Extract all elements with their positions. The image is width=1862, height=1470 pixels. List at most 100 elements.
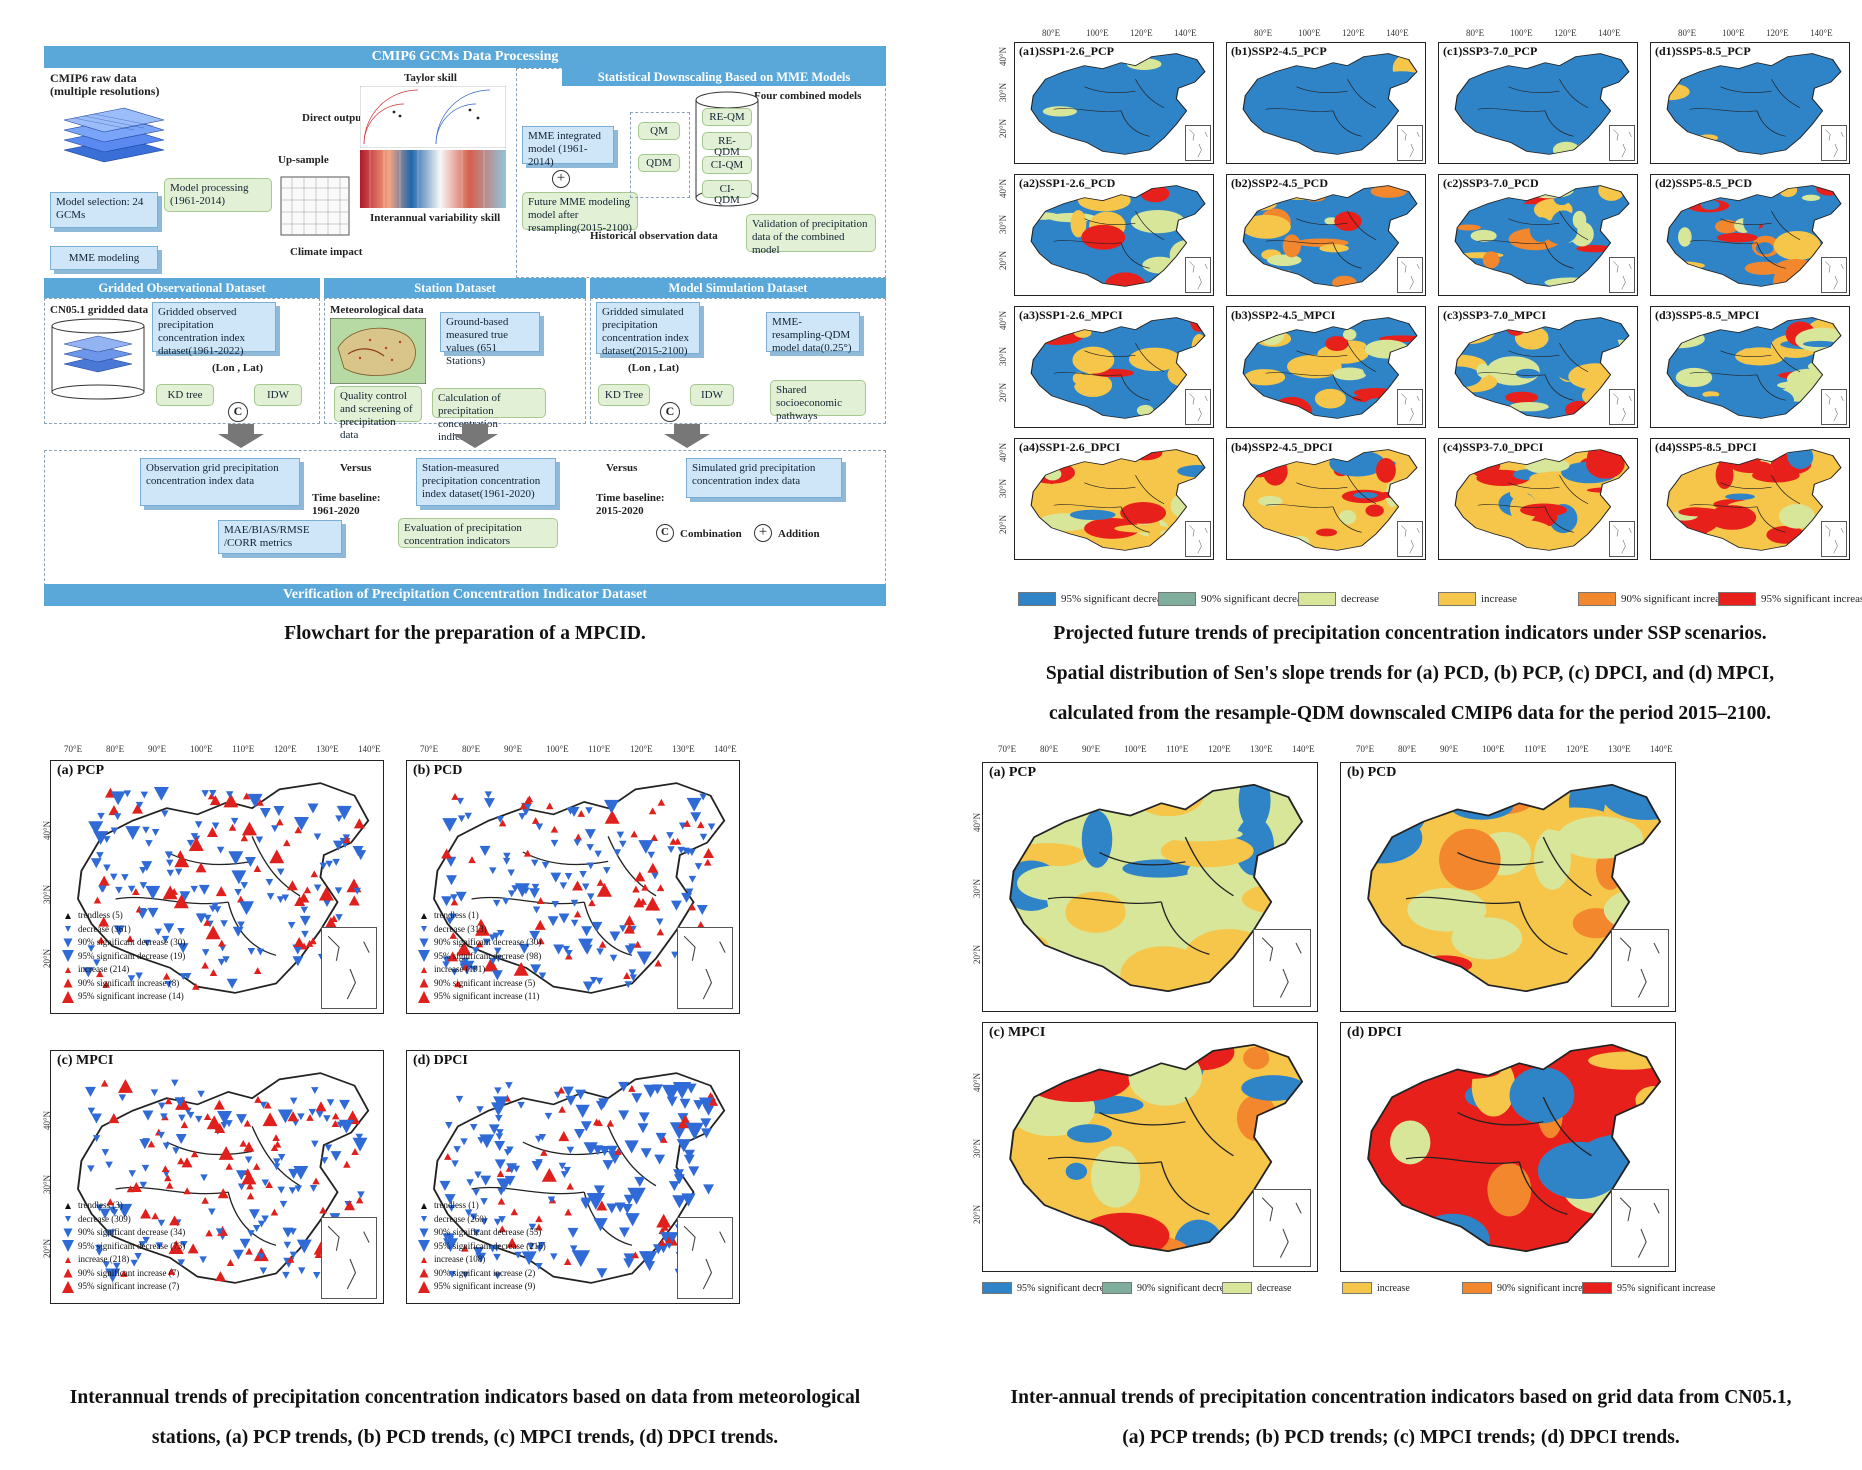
station-marker: [84, 1086, 96, 1097]
station-marker: [496, 816, 505, 824]
meteorological-label: Meteorological data: [330, 304, 424, 316]
station-marker: [541, 861, 550, 869]
ssp-map-trend-patch: [1755, 242, 1774, 255]
station-marker: [142, 826, 150, 834]
station-marker: [522, 808, 530, 816]
station-marker: [88, 821, 104, 835]
ssp-map-trend-patch: [1128, 449, 1163, 461]
station-marker: [455, 1095, 464, 1103]
station-legend-label: 90% significant increase (8): [78, 977, 180, 988]
station-marker: [103, 836, 111, 843]
station-marker: [135, 801, 144, 809]
station-marker: [127, 885, 136, 893]
station-marker: [510, 1208, 519, 1216]
ssp-map-trend-patch: [1120, 502, 1167, 524]
station-marker: [203, 1113, 212, 1121]
station-marker: [503, 852, 511, 860]
station-marker: [570, 899, 579, 907]
ssp-map-trend-patch: [1042, 106, 1077, 117]
grid-map-trend-patch: [1238, 784, 1271, 831]
station-marker: [157, 1131, 165, 1139]
station-marker: [528, 1223, 537, 1231]
station-marker: [589, 977, 598, 984]
ssp-map-trend-patch: [1806, 201, 1841, 223]
station-marker: [180, 1240, 188, 1248]
station-marker: [265, 1181, 273, 1189]
station-marker: [586, 1192, 606, 1210]
station-marker: [596, 878, 605, 886]
station-marker: [483, 957, 499, 972]
ssp-map-trend-patch: [1282, 234, 1301, 258]
station-marker: [625, 1213, 640, 1227]
station-marker: [632, 885, 640, 893]
station-marker: [126, 935, 134, 943]
station-marker: [112, 1262, 121, 1270]
station-marker: [194, 821, 203, 829]
grid-lon-tick: 140°E: [1292, 744, 1315, 754]
station-marker: [282, 1271, 290, 1279]
ssp-map-trend-patch: [1170, 491, 1205, 521]
ssp-legend-item: 90% significant increase: [1578, 592, 1729, 606]
station-marker: [99, 885, 107, 893]
station-marker: [580, 1197, 592, 1208]
station-legend-label: 95% significant decrease (19): [78, 950, 186, 961]
station-marker: [220, 1121, 228, 1129]
station-marker: [623, 915, 635, 926]
station-marker: [199, 1256, 207, 1264]
ssp-map-trend-patch: [1514, 326, 1549, 350]
grid-legend-item: 90% significant increase: [1462, 1282, 1595, 1294]
grid-inset-map: [1611, 1189, 1669, 1267]
ssp-map-trend-patch: [1072, 372, 1086, 385]
station-marker: [271, 825, 279, 833]
station-marker: [564, 873, 573, 880]
station-marker: [482, 938, 491, 946]
station-marker: [141, 861, 153, 872]
ssp-panel-title: (b1)SSP2-4.5_PCP: [1231, 44, 1327, 58]
station-marker: [225, 1120, 233, 1128]
station-marker: [277, 1186, 285, 1194]
station-legend-marker: [419, 938, 429, 948]
station-marker: [90, 858, 102, 869]
station-marker: [164, 1097, 173, 1105]
station-marker: [213, 906, 222, 914]
station-legend-row: 90% significant increase (8): [61, 977, 185, 991]
station-marker: [226, 978, 238, 989]
grid-lon-tick: 120°E: [1208, 744, 1231, 754]
station-marker: [495, 1133, 504, 1141]
station-marker: [493, 1253, 501, 1261]
station-marker: [577, 809, 585, 817]
station-title-band: Station Dataset: [324, 278, 586, 298]
station-marker: [575, 1089, 587, 1100]
ssp-legend-label: 90% significant increase: [1621, 593, 1730, 605]
sim-grid-index-box: Simulated grid precipitation concentrati…: [686, 458, 842, 498]
ssp-map-trend-patch: [1509, 402, 1549, 412]
station-marker: [216, 846, 225, 854]
station-lon-tick: 140°E: [358, 744, 381, 754]
station-legend-marker: [421, 1202, 427, 1209]
grid-lon-tick: 100°E: [1482, 744, 1505, 754]
station-marker: [151, 829, 160, 836]
grid-lon-tick: 80°E: [1040, 744, 1059, 754]
ssp-lat-tick: 40°N: [998, 178, 1008, 198]
station-marker: [586, 893, 595, 901]
station-marker: [668, 1181, 680, 1192]
station-marker: [237, 1183, 246, 1191]
station-marker: [110, 791, 126, 806]
ssp-lat-tick: 20°N: [998, 118, 1008, 138]
station-marker: [205, 925, 221, 940]
station-marker: [141, 1164, 150, 1172]
heatmap-icon: [360, 150, 506, 208]
cmip6-stack-icon: [63, 107, 165, 163]
station-marker: [681, 892, 693, 903]
station-marker: [518, 813, 526, 820]
station-marker: [566, 1146, 575, 1154]
station-marker: [113, 925, 125, 936]
station-marker: [606, 1119, 615, 1127]
station-legend-marker: [421, 926, 427, 933]
idw-2-box: IDW: [690, 384, 734, 406]
station-marker: [147, 907, 159, 918]
ssp-map-trend-patch: [1109, 453, 1131, 479]
ssp-panel-title: (c1)SSP3-7.0_PCP: [1443, 44, 1538, 58]
kd-tree-2-box: KD Tree: [598, 384, 650, 406]
station-marker: [150, 1089, 159, 1097]
